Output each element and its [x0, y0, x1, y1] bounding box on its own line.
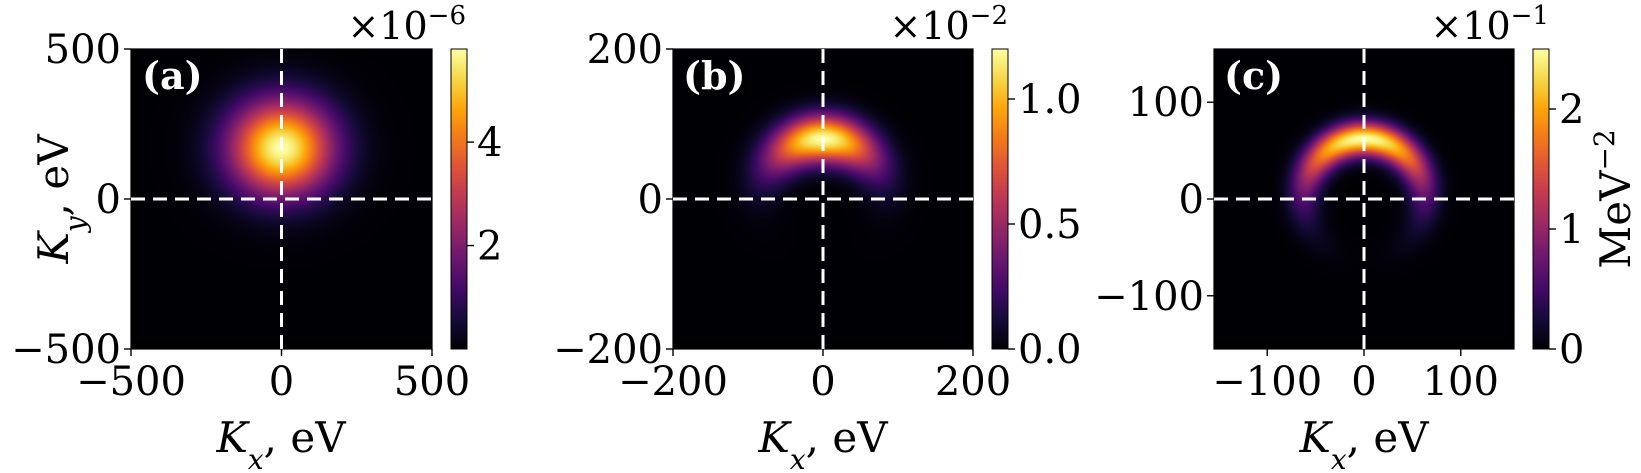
y-ticks-c: −100 0 100 [1094, 80, 1214, 320]
y-tick-label: −200 [553, 327, 663, 373]
colorbar-multiplier-a: ×10−6 [347, 1, 466, 48]
colorbar-a [450, 48, 468, 350]
y-tick-label: 0 [638, 177, 663, 223]
x-tick-label: −100 [1212, 359, 1322, 405]
colorbar-tick-label: 1 [1559, 207, 1584, 253]
colorbar-b [991, 48, 1009, 350]
colorbar-ticks-b: 0.0 0.5 1.0 [1008, 77, 1082, 373]
colorbar-tick-label: 2 [1559, 87, 1584, 133]
colorbar-label-c: MeV−2 [1588, 129, 1641, 268]
colorbar-tick-label: 4 [477, 120, 502, 166]
x-tick-label: 0 [1351, 359, 1376, 405]
colorbar-multiplier-c: ×10−1 [1430, 1, 1549, 48]
x-ticks-a: −500 0 500 [76, 349, 470, 405]
y-ticks-b: −200 0 200 [553, 27, 673, 373]
y-tick-label: 200 [587, 27, 663, 73]
panel-label-c: (c) [1224, 53, 1283, 98]
panel-c: (c) −100 0 100 −100 0 100 Kx, eV 0 1 2 ×10−1 M… [1094, 1, 1640, 473]
x-ticks-b: −200 0 200 [618, 349, 1011, 405]
crosshair-a [131, 49, 432, 349]
panel-b: (b) −200 0 200 −200 0 200 Kx, eV 0.0 0.5 1.0 ×… [553, 1, 1082, 473]
y-tick-label: 0 [1179, 177, 1204, 223]
x-axis-label-c: Kx, eV [1298, 413, 1429, 473]
x-axis-label-b: Kx, eV [757, 413, 888, 473]
colorbar-ticks-a: 24 [467, 120, 502, 270]
x-tick-label: −200 [618, 359, 728, 405]
colorbar-tick-label: 0 [1559, 327, 1584, 373]
y-tick-label: 100 [1128, 80, 1204, 126]
y-tick-label: −100 [1094, 274, 1204, 320]
y-tick-label: −500 [11, 327, 121, 373]
colorbar-multiplier-b: ×10−2 [889, 1, 1008, 48]
x-tick-label: 100 [1423, 359, 1499, 405]
x-tick-label: 0 [810, 359, 835, 405]
y-tick-label: 0 [96, 177, 121, 223]
x-tick-label: 500 [394, 359, 470, 405]
panel-label-a: (a) [142, 53, 203, 98]
x-tick-label: 200 [935, 359, 1011, 405]
colorbar-tick-label: 0.0 [1018, 327, 1082, 373]
x-tick-label: −500 [76, 359, 186, 405]
crosshair-b [673, 49, 973, 349]
x-tick-label: 0 [269, 359, 294, 405]
colorbar-tick-label: 1.0 [1018, 77, 1082, 123]
colorbar-tick-label: 0.5 [1018, 202, 1082, 248]
y-tick-label: 500 [45, 27, 121, 73]
colorbar-c [1532, 48, 1550, 350]
panel-label-b: (b) [683, 53, 746, 98]
colorbar-tick-label: 2 [477, 224, 502, 270]
x-axis-label-a: Kx, eV [215, 413, 346, 473]
crosshair-c [1214, 49, 1514, 349]
x-ticks-c: −100 0 100 [1212, 349, 1499, 405]
colorbar-ticks-c: 0 1 2 [1549, 87, 1584, 373]
y-ticks-a: −500 0 500 [11, 27, 131, 373]
y-axis-label-a: Ky, eV [29, 134, 92, 265]
